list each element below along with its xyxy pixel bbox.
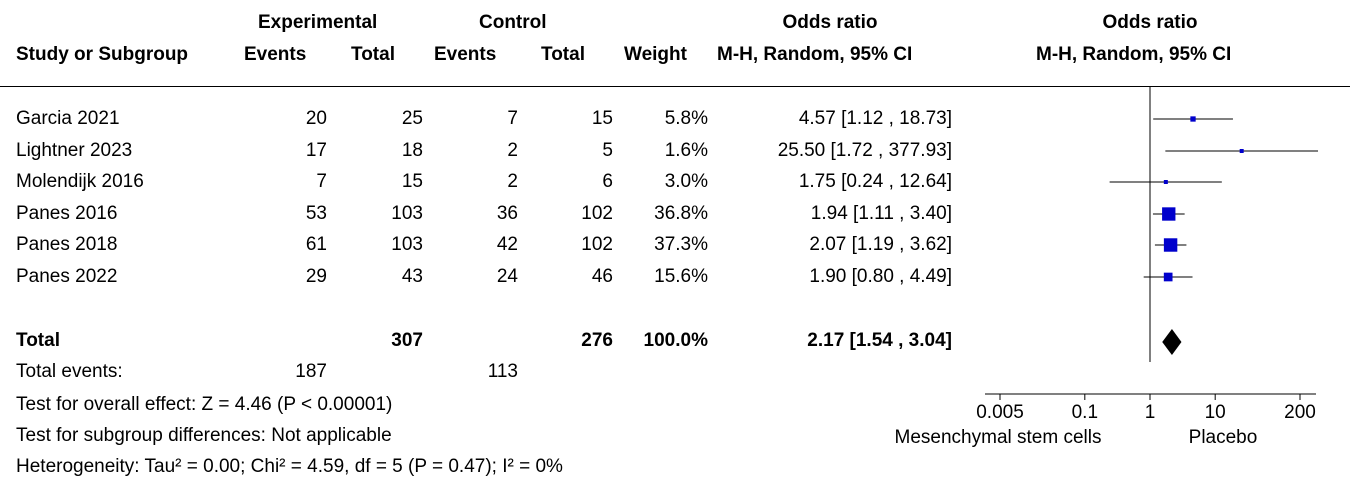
weight: 15.6% — [654, 266, 708, 287]
total-exp: 307 — [391, 330, 423, 351]
total-ctrl: 15 — [591, 108, 613, 129]
effect-marker — [1162, 207, 1176, 221]
events-exp: 17 — [305, 140, 327, 161]
subgroup-differences-test: Test for subgroup differences: Not appli… — [16, 425, 392, 446]
events-exp: 7 — [316, 171, 327, 192]
effect-marker — [1163, 272, 1173, 282]
col-events-exp: Events — [244, 44, 307, 65]
overall-effect-test: Test for overall effect: Z = 4.46 (P < 0… — [16, 394, 393, 415]
events-ctrl: 42 — [496, 234, 518, 255]
weight: 37.3% — [654, 234, 708, 255]
total-label: Total — [16, 330, 60, 351]
odds-ratio-ci: 1.90 [0.80 , 4.49] — [809, 266, 952, 287]
total-exp: 25 — [401, 108, 423, 129]
total-ctrl: 46 — [591, 266, 613, 287]
pooled-diamond — [1162, 329, 1182, 355]
events-ctrl: 36 — [496, 203, 518, 224]
x-tick-label: 1 — [1145, 402, 1156, 423]
odds-ratio-ci: 25.50 [1.72 , 377.93] — [777, 140, 952, 161]
total-ctrl: 102 — [581, 234, 613, 255]
odds-ratio-ci: 1.94 [1.11 , 3.40] — [810, 203, 952, 224]
study-name: Panes 2018 — [16, 234, 118, 255]
x-tick-label: 10 — [1205, 402, 1226, 423]
total-exp: 103 — [391, 203, 423, 224]
effect-marker — [1239, 149, 1244, 153]
col-weight: Weight — [624, 44, 687, 65]
study-name: Panes 2022 — [16, 266, 118, 287]
events-exp: 53 — [305, 203, 327, 224]
header-experimental: Experimental — [258, 12, 378, 33]
events-ctrl: 24 — [496, 266, 518, 287]
total-events-ctrl: 113 — [487, 361, 518, 382]
col-events-ctrl: Events — [434, 44, 497, 65]
total-exp: 103 — [391, 234, 423, 255]
col-study: Study or Subgroup — [16, 44, 189, 65]
plot-header-odds-ratio: Odds ratio — [1102, 12, 1198, 33]
weight: 3.0% — [664, 171, 708, 192]
effect-marker — [1163, 180, 1168, 184]
heterogeneity-stats: Heterogeneity: Tau² = 0.00; Chi² = 4.59,… — [16, 456, 563, 477]
favours-right-label: Placebo — [1189, 427, 1258, 448]
events-exp: 29 — [305, 266, 327, 287]
events-ctrl: 7 — [507, 108, 518, 129]
total-ci: 2.17 [1.54 , 3.04] — [807, 330, 952, 351]
x-tick-label: 200 — [1284, 402, 1316, 423]
col-total-ctrl: Total — [541, 44, 585, 65]
effect-marker — [1190, 116, 1196, 122]
total-events-label: Total events: — [16, 361, 123, 382]
study-name: Garcia 2021 — [16, 108, 120, 129]
header-odds-ratio: Odds ratio — [782, 12, 878, 33]
study-name: Lightner 2023 — [16, 140, 133, 161]
study-name: Molendijk 2016 — [16, 171, 144, 192]
total-events-exp: 187 — [295, 361, 327, 382]
odds-ratio-ci: 1.75 [0.24 , 12.64] — [798, 171, 952, 192]
col-total-exp: Total — [351, 44, 395, 65]
total-exp: 43 — [401, 266, 423, 287]
effect-marker — [1163, 238, 1178, 252]
weight: 1.6% — [664, 140, 708, 161]
total-ctrl: 5 — [602, 140, 613, 161]
favours-left-label: Mesenchymal stem cells — [895, 427, 1102, 448]
header-control: Control — [479, 12, 547, 33]
total-ctrl: 6 — [602, 171, 613, 192]
col-ci: M-H, Random, 95% CI — [717, 44, 913, 65]
total-ctrl: 276 — [581, 330, 613, 351]
study-name: Panes 2016 — [16, 203, 118, 224]
events-ctrl: 2 — [507, 140, 518, 161]
odds-ratio-ci: 2.07 [1.19 , 3.62] — [809, 234, 952, 255]
x-tick-label: 0.1 — [1072, 402, 1098, 423]
weight: 5.8% — [664, 108, 708, 129]
events-ctrl: 2 — [507, 171, 518, 192]
total-exp: 15 — [401, 171, 423, 192]
weight: 36.8% — [654, 203, 708, 224]
x-tick-label: 0.005 — [976, 402, 1024, 423]
odds-ratio-ci: 4.57 [1.12 , 18.73] — [798, 108, 952, 129]
total-ctrl: 102 — [581, 203, 613, 224]
total-weight: 100.0% — [643, 330, 708, 351]
header-rule — [0, 86, 1350, 87]
events-exp: 61 — [305, 234, 327, 255]
events-exp: 20 — [305, 108, 327, 129]
plot-col-ci: M-H, Random, 95% CI — [1036, 44, 1232, 65]
total-exp: 18 — [401, 140, 423, 161]
